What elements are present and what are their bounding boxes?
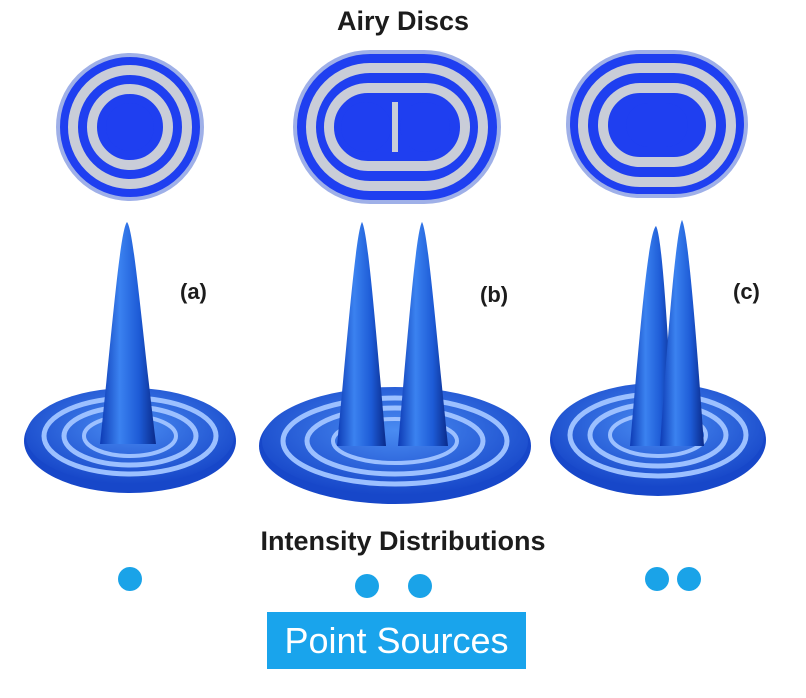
airy-discs-title: Airy Discs	[336, 6, 470, 36]
point-source-c-left	[645, 567, 669, 591]
airy-disc-a	[56, 53, 204, 201]
intensity-distribution-b	[259, 222, 531, 504]
airy-disc-b	[293, 50, 501, 204]
intensity-distribution-a	[24, 222, 236, 493]
point-source-a	[118, 567, 142, 591]
point-source-c-right	[677, 567, 701, 591]
panel-label-c: (c)	[733, 279, 760, 304]
intensity-distributions-title: Intensity Distributions	[260, 526, 546, 556]
panel-label-b: (b)	[480, 282, 509, 307]
point-source-b-right	[408, 574, 432, 598]
point-source-b-left	[355, 574, 379, 598]
intensity-distribution-c	[550, 220, 766, 496]
panel-label-a: (a)	[180, 279, 207, 304]
airy-disc-c	[566, 50, 748, 198]
point-sources-label: Point Sources	[267, 612, 526, 669]
